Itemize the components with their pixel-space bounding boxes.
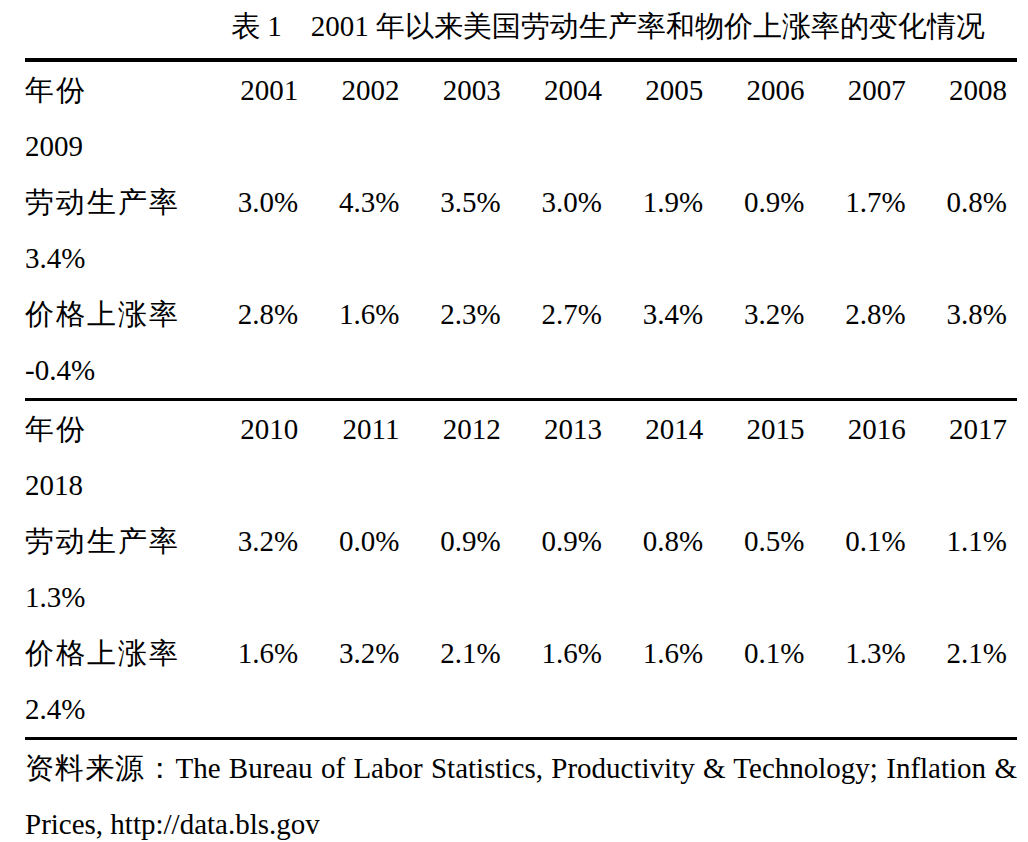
value-cell: 3.2% <box>197 513 298 569</box>
year-cell: 2016 <box>805 401 906 457</box>
document-page: 表 1 2001 年以来美国劳动生产率和物价上涨率的变化情况 年份 2001 2… <box>0 0 1028 842</box>
row-label-price: 价格上涨率 <box>25 625 197 681</box>
year-cell: 2013 <box>501 401 602 457</box>
year-cell: 2003 <box>400 62 501 118</box>
value-cell: 1.6% <box>298 286 399 342</box>
value-cell: 3.5% <box>400 174 501 230</box>
row-label-years: 年份 <box>25 401 197 457</box>
value-cell: 1.3% <box>805 625 906 681</box>
value-cell: 0.5% <box>703 513 804 569</box>
year-cell: 2004 <box>501 62 602 118</box>
year-cell: 2006 <box>703 62 804 118</box>
value-cell: 3.0% <box>501 174 602 230</box>
value-cell: 0.0% <box>298 513 399 569</box>
table-row-productivity-2: 劳动生产率 3.2% 0.0% 0.9% 0.9% 0.8% 0.5% 0.1%… <box>25 513 1017 569</box>
year-cell: 2011 <box>298 401 399 457</box>
value-cell: 1.6% <box>197 625 298 681</box>
value-cell: 0.1% <box>703 625 804 681</box>
value-cell: 1.7% <box>805 174 906 230</box>
value-cell: 3.8% <box>906 286 1007 342</box>
year-cell: 2001 <box>197 62 298 118</box>
value-cell: 2.7% <box>501 286 602 342</box>
value-cell: 2.8% <box>197 286 298 342</box>
value-cell: 0.8% <box>602 513 703 569</box>
table-title: 表 1 2001 年以来美国劳动生产率和物价上涨率的变化情况 <box>231 6 1017 46</box>
value-cell: 3.2% <box>298 625 399 681</box>
table-row-years-2: 年份 2010 2011 2012 2013 2014 2015 2016 20… <box>25 401 1017 457</box>
row-label-price: 价格上涨率 <box>25 286 197 342</box>
table-row-price-1-overflow: -0.4% <box>25 342 1017 398</box>
value-cell: 2.8% <box>805 286 906 342</box>
source-note-line-2: Prices, http://data.bls.gov <box>25 796 1017 842</box>
value-cell: 0.8% <box>906 174 1007 230</box>
source-note-line-1: 资料来源：The Bureau of Labor Statistics, Pro… <box>25 740 1017 796</box>
table-row-years-1: 年份 2001 2002 2003 2004 2005 2006 2007 20… <box>25 62 1017 118</box>
value-cell: 3.4% <box>602 286 703 342</box>
table-row-price-2: 价格上涨率 1.6% 3.2% 2.1% 1.6% 1.6% 0.1% 1.3%… <box>25 625 1017 681</box>
value-cell: 3.0% <box>197 174 298 230</box>
value-cell: 0.1% <box>805 513 906 569</box>
value-cell: 0.9% <box>703 174 804 230</box>
value-cell: 0.9% <box>501 513 602 569</box>
value-cell: 1.6% <box>602 625 703 681</box>
year-cell: 2015 <box>703 401 804 457</box>
table-row-productivity-1: 劳动生产率 3.0% 4.3% 3.5% 3.0% 1.9% 0.9% 1.7%… <box>25 174 1017 230</box>
value-cell: 2.3% <box>400 286 501 342</box>
table-row-price-2-overflow: 2.4% <box>25 681 1017 737</box>
table-row-years-2-overflow: 2018 <box>25 457 1017 513</box>
year-cell: 2008 <box>906 62 1007 118</box>
year-cell: 2012 <box>400 401 501 457</box>
year-cell: 2014 <box>602 401 703 457</box>
table-row-productivity-2-overflow: 1.3% <box>25 569 1017 625</box>
row-label-productivity: 劳动生产率 <box>25 513 197 569</box>
value-cell: 4.3% <box>298 174 399 230</box>
value-cell: 0.9% <box>400 513 501 569</box>
table-row-price-1: 价格上涨率 2.8% 1.6% 2.3% 2.7% 3.4% 3.2% 2.8%… <box>25 286 1017 342</box>
year-cell: 2010 <box>197 401 298 457</box>
value-cell: 2.1% <box>400 625 501 681</box>
value-cell: 1.1% <box>906 513 1007 569</box>
value-cell: 3.2% <box>703 286 804 342</box>
value-cell: 1.9% <box>602 174 703 230</box>
row-label-productivity: 劳动生产率 <box>25 174 197 230</box>
year-cell: 2017 <box>906 401 1007 457</box>
value-cell: 1.6% <box>501 625 602 681</box>
row-label-years: 年份 <box>25 62 197 118</box>
table-row-productivity-1-overflow: 3.4% <box>25 230 1017 286</box>
year-cell: 2007 <box>805 62 906 118</box>
table-row-years-1-overflow: 2009 <box>25 118 1017 174</box>
value-cell: 2.1% <box>906 625 1007 681</box>
year-cell: 2005 <box>602 62 703 118</box>
year-cell: 2002 <box>298 62 399 118</box>
